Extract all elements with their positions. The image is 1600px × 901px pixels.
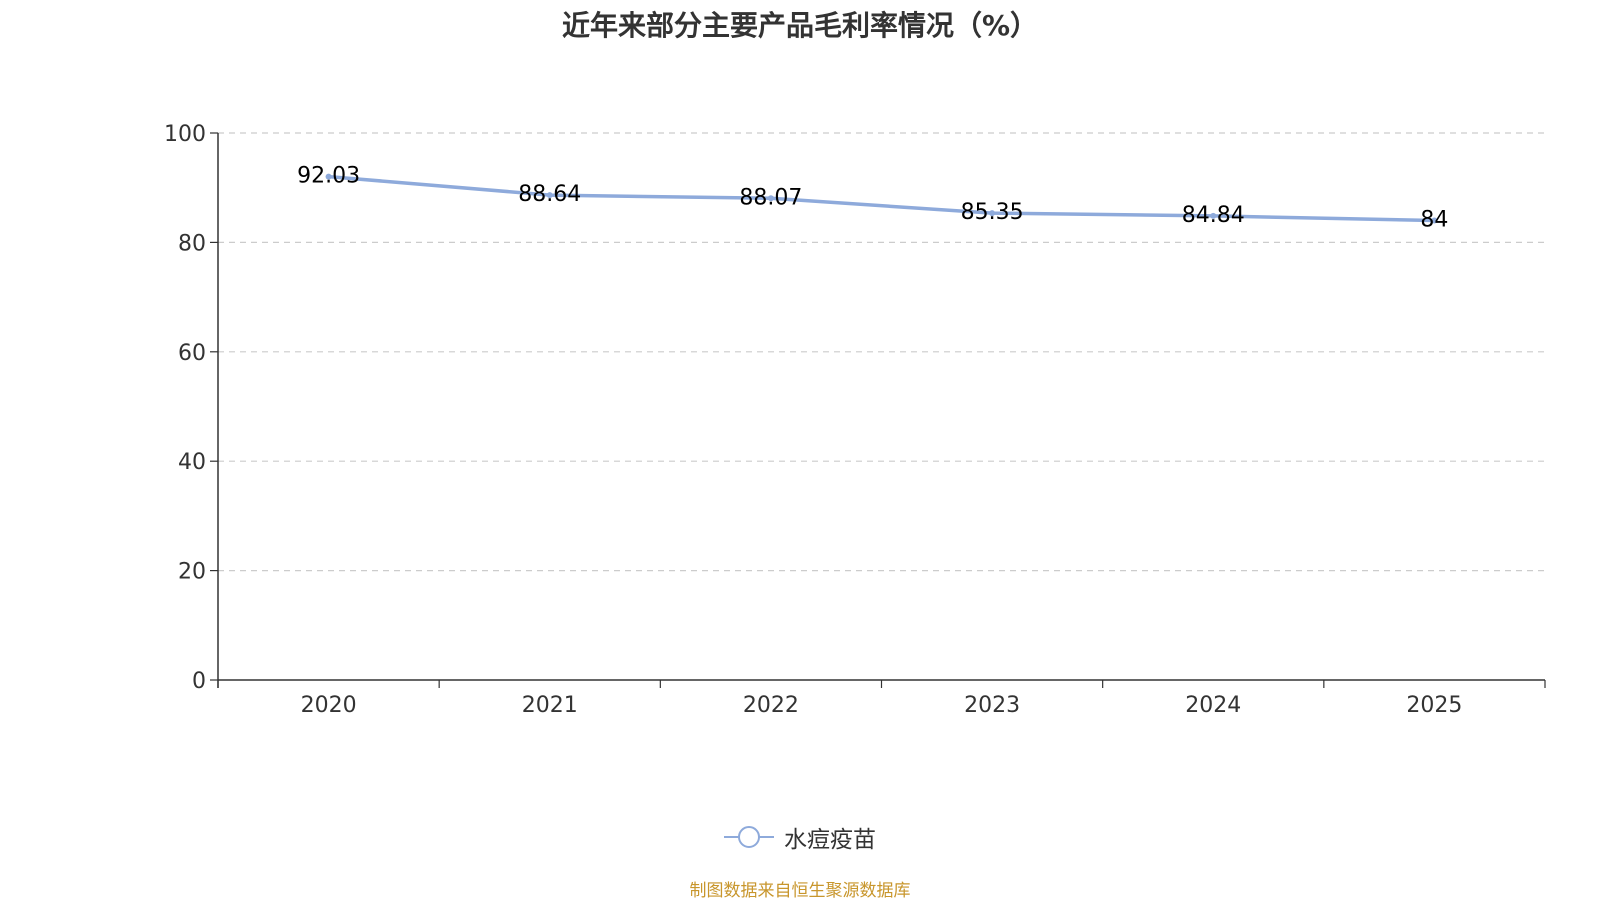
data-point: [325, 173, 332, 180]
grid-lines: [218, 132, 1545, 572]
series-layer: [325, 173, 1438, 224]
x-tick-label: 2024: [1185, 693, 1241, 718]
y-tick-label: 0: [192, 669, 206, 694]
legend-label: 水痘疫苗: [784, 827, 876, 853]
x-tick-label: 2025: [1406, 693, 1462, 718]
y-tick-label: 40: [178, 450, 206, 475]
data-point: [546, 192, 553, 199]
data-label: 85.35: [961, 200, 1024, 225]
x-tick-label: 2021: [522, 693, 578, 718]
data-point: [989, 210, 996, 217]
source-note: 制图数据来自恒生聚源数据库: [689, 881, 911, 901]
x-tick-label: 2023: [964, 693, 1020, 718]
data-label: 88.64: [518, 182, 581, 207]
series-line: [326, 174, 1437, 223]
data-label: 92.03: [297, 164, 360, 189]
data-point: [767, 195, 774, 202]
x-tick-label: 2020: [301, 693, 357, 718]
chart-title: 近年来部分主要产品毛利率情况（%）: [561, 9, 1039, 42]
y-tick-label: 100: [164, 122, 206, 147]
x-tick-label: 2022: [743, 693, 799, 718]
legend-line-circle-icon: [724, 826, 774, 848]
data-point: [1431, 217, 1438, 224]
data-labels: 92.03 88.64 88.07 85.35 84.84 84: [297, 164, 1448, 233]
data-label: 88.07: [739, 185, 802, 210]
axes: 0 20 40 60 80 100 2020 2021 2022 2023 2024 2025: [164, 122, 1546, 718]
data-label: 84.84: [1182, 203, 1245, 228]
y-tick-label: 80: [178, 231, 206, 256]
legend[interactable]: 水痘疫苗: [0, 820, 1600, 854]
data-label: 84: [1420, 208, 1448, 233]
data-point: [1210, 212, 1217, 219]
y-tick-label: 60: [178, 341, 206, 366]
y-tick-label: 20: [178, 560, 206, 585]
